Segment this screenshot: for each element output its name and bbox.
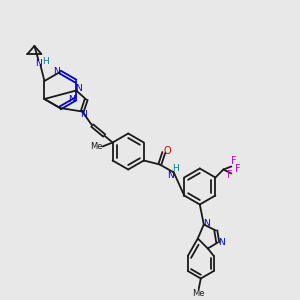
Text: Me: Me: [193, 289, 205, 298]
Text: N: N: [80, 110, 87, 119]
Text: H: H: [42, 58, 49, 67]
Text: N: N: [203, 219, 210, 228]
Text: N: N: [35, 58, 42, 68]
Text: N: N: [52, 67, 59, 76]
Text: N: N: [68, 94, 75, 103]
Text: N: N: [218, 238, 225, 247]
Text: O: O: [164, 146, 172, 157]
Text: N: N: [167, 171, 174, 180]
Text: Me: Me: [90, 142, 103, 151]
Text: F: F: [235, 164, 240, 173]
Text: F: F: [231, 157, 236, 166]
Text: F: F: [226, 170, 232, 181]
Text: N: N: [75, 84, 82, 93]
Text: H: H: [172, 164, 179, 173]
